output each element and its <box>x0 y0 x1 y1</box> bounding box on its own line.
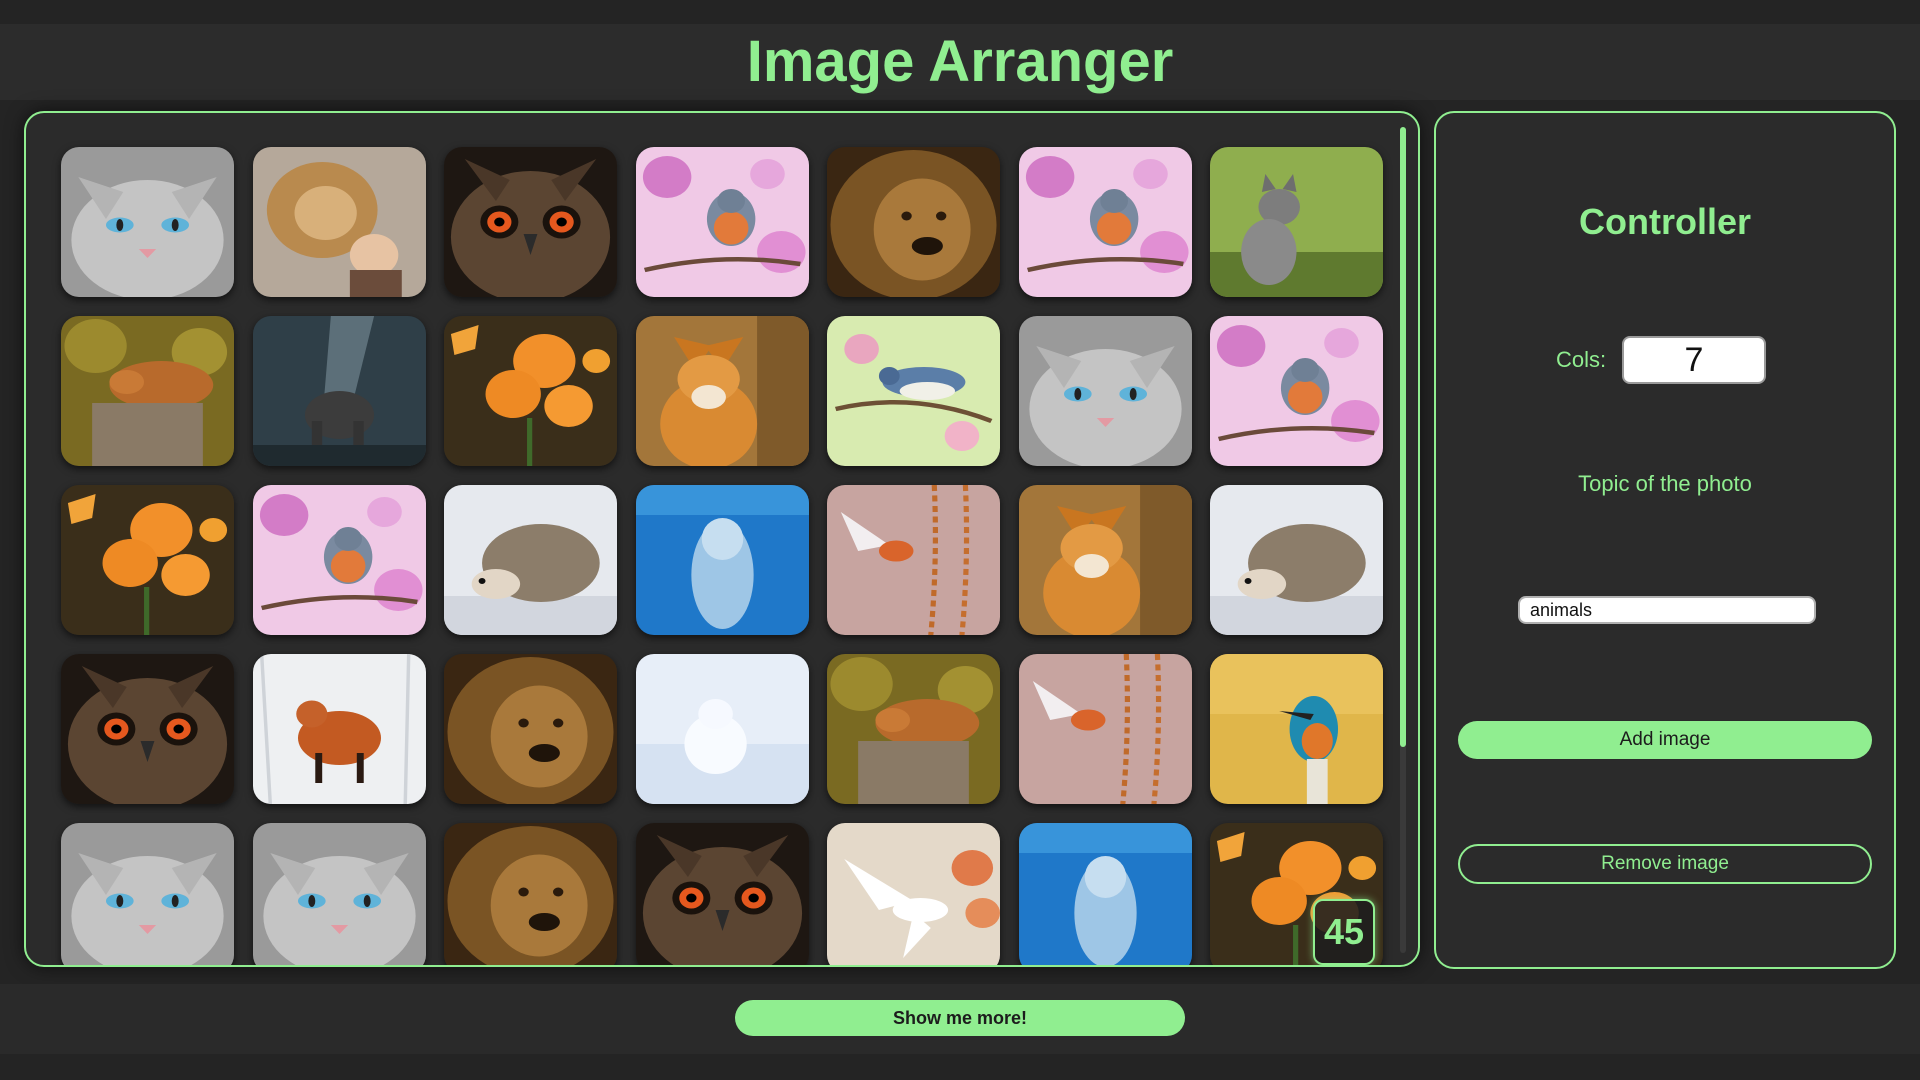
gallery-tile[interactable] <box>61 485 234 635</box>
hedgehog-photo <box>1210 485 1383 635</box>
robin-photo <box>635 147 809 297</box>
gallery-tile[interactable] <box>444 654 617 804</box>
gallery-tile[interactable] <box>827 823 1000 965</box>
scrollbar-thumb[interactable] <box>1400 127 1406 747</box>
sleeping-fox-photo <box>827 654 1000 804</box>
flowers-photo <box>61 485 234 635</box>
gallery-tile[interactable] <box>1018 147 1192 297</box>
elephant-photo <box>252 316 426 466</box>
flying-bird-photo <box>827 485 1000 635</box>
gallery-tile[interactable] <box>827 147 1000 297</box>
gallery-tile[interactable] <box>1210 147 1383 297</box>
owl-photo <box>444 147 617 297</box>
gallery-tile[interactable] <box>635 654 809 804</box>
owl-photo <box>635 823 809 965</box>
cols-input[interactable]: 7 <box>1622 336 1766 384</box>
gallery-tile[interactable] <box>635 823 809 965</box>
gallery-tile[interactable] <box>61 823 234 965</box>
fox-photo <box>635 316 809 466</box>
sleeping-fox-photo <box>61 316 234 466</box>
gallery-tile[interactable] <box>635 316 809 466</box>
image-gallery[interactable]: 45 <box>24 111 1420 967</box>
cols-label: Cols: <box>1556 347 1607 372</box>
lion-photo <box>444 823 617 965</box>
header-bar: Image Arranger <box>0 24 1920 100</box>
fox-photo <box>1018 485 1192 635</box>
gallery-tile[interactable]: 45 <box>1210 823 1383 965</box>
dove-photo <box>827 823 1000 965</box>
topic-label: Topic of the photo <box>1578 471 1752 496</box>
image-count-badge: 45 <box>1313 899 1375 965</box>
gallery-tile[interactable] <box>444 823 617 965</box>
gallery-tile[interactable] <box>252 316 426 466</box>
gallery-tile[interactable] <box>252 654 426 804</box>
show-more-button[interactable]: Show me more! <box>735 1000 1185 1036</box>
gallery-tile[interactable] <box>1210 485 1383 635</box>
robin-photo <box>1210 316 1383 466</box>
gallery-tile[interactable] <box>252 823 426 965</box>
gallery-tile[interactable] <box>1018 654 1192 804</box>
gallery-tile[interactable] <box>61 654 234 804</box>
gallery-tile[interactable] <box>1018 316 1192 466</box>
page-title: Image Arranger <box>746 29 1174 94</box>
flying-bird-photo <box>1018 654 1192 804</box>
owl-photo <box>61 654 234 804</box>
gallery-tile[interactable] <box>1018 823 1192 965</box>
gallery-tile[interactable] <box>827 485 1000 635</box>
cat-photo <box>1018 316 1192 466</box>
gallery-tile[interactable] <box>444 147 617 297</box>
add-image-button[interactable]: Add image <box>1458 721 1872 759</box>
lion-girl-photo <box>252 147 426 297</box>
cat-photo <box>61 823 234 965</box>
gallery-tile[interactable] <box>61 147 234 297</box>
remove-image-button[interactable]: Remove image <box>1458 844 1872 884</box>
flowers-photo <box>1210 823 1383 965</box>
cat-photo <box>61 147 234 297</box>
gallery-tile[interactable] <box>444 485 617 635</box>
arctic-fox-photo <box>635 654 809 804</box>
gallery-tile[interactable] <box>1210 654 1383 804</box>
gallery-tile[interactable] <box>1018 485 1192 635</box>
topic-input[interactable]: animals <box>1518 596 1816 624</box>
kingfisher-photo <box>1210 654 1383 804</box>
gallery-tile[interactable] <box>827 654 1000 804</box>
gallery-tile[interactable] <box>1210 316 1383 466</box>
snow-fox-photo <box>252 654 426 804</box>
controller-panel: Controller Cols: 7 Topic of the photo an… <box>1434 111 1896 969</box>
dolphin-photo <box>1018 823 1192 965</box>
controller-title: Controller <box>1578 201 1751 242</box>
hedgehog-photo <box>444 485 617 635</box>
kitten-photo <box>1210 147 1383 297</box>
gallery-tile[interactable] <box>252 485 426 635</box>
flowers-photo <box>444 316 617 466</box>
nuthatch-photo <box>827 316 1000 466</box>
robin-photo <box>252 485 426 635</box>
dolphin-photo <box>635 485 809 635</box>
lion-photo <box>827 147 1000 297</box>
gallery-tile[interactable] <box>444 316 617 466</box>
image-grid: 45 <box>61 147 1383 965</box>
gallery-tile[interactable] <box>252 147 426 297</box>
cat-photo <box>252 823 426 965</box>
gallery-tile[interactable] <box>635 485 809 635</box>
gallery-tile[interactable] <box>61 316 234 466</box>
gallery-tile[interactable] <box>827 316 1000 466</box>
gallery-tile[interactable] <box>635 147 809 297</box>
lion-photo <box>444 654 617 804</box>
robin-photo <box>1018 147 1192 297</box>
